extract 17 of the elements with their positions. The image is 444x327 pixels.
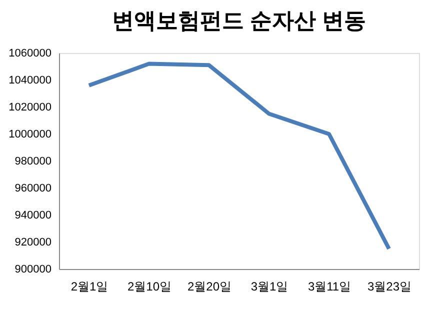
y-tick-label: 960000 <box>14 182 52 194</box>
x-tick-label: 2월20일 <box>187 280 232 294</box>
chart-title: 변액보험펀드 순자산 변동 <box>112 8 366 33</box>
y-tick-label: 1060000 <box>8 48 52 60</box>
y-tick-label: 1020000 <box>8 102 52 114</box>
x-tick-label: 2월10일 <box>127 280 172 294</box>
y-tick-label: 940000 <box>14 210 52 222</box>
x-tick-label: 2월1일 <box>70 280 108 294</box>
x-tick-label: 3월23일 <box>367 280 412 294</box>
x-tick-label: 3월11일 <box>308 280 352 294</box>
y-tick-label: 1040000 <box>8 74 52 86</box>
y-tick-label: 900000 <box>14 264 52 276</box>
y-tick-label: 920000 <box>14 236 52 248</box>
y-tick-label: 1000000 <box>8 128 52 140</box>
x-tick-label: 3월1일 <box>250 280 288 294</box>
y-tick-label: 980000 <box>14 156 52 168</box>
line-series <box>87 62 391 251</box>
